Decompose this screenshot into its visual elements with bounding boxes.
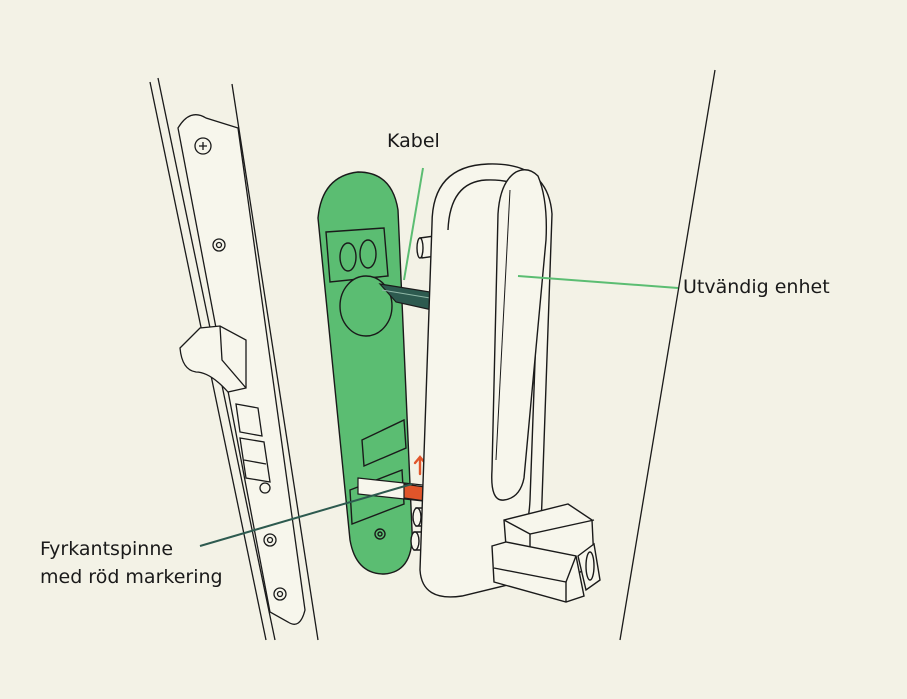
mounting-plate bbox=[317, 171, 413, 575]
fyrkantspinne-label-line2: med röd markering bbox=[40, 566, 223, 588]
exterior-unit bbox=[410, 163, 601, 603]
fyrkantspinne-label-line1: Fyrkantspinne bbox=[40, 538, 174, 560]
utvandig-enhet-label: Utvändig enhet bbox=[683, 276, 830, 298]
utvandig-leader bbox=[517, 275, 679, 289]
fyrkant-leader bbox=[199, 483, 413, 547]
kabel-leader bbox=[403, 167, 424, 281]
kabel-label: Kabel bbox=[387, 130, 440, 152]
leader-lines bbox=[199, 167, 679, 547]
lock-faceplate bbox=[177, 114, 306, 625]
